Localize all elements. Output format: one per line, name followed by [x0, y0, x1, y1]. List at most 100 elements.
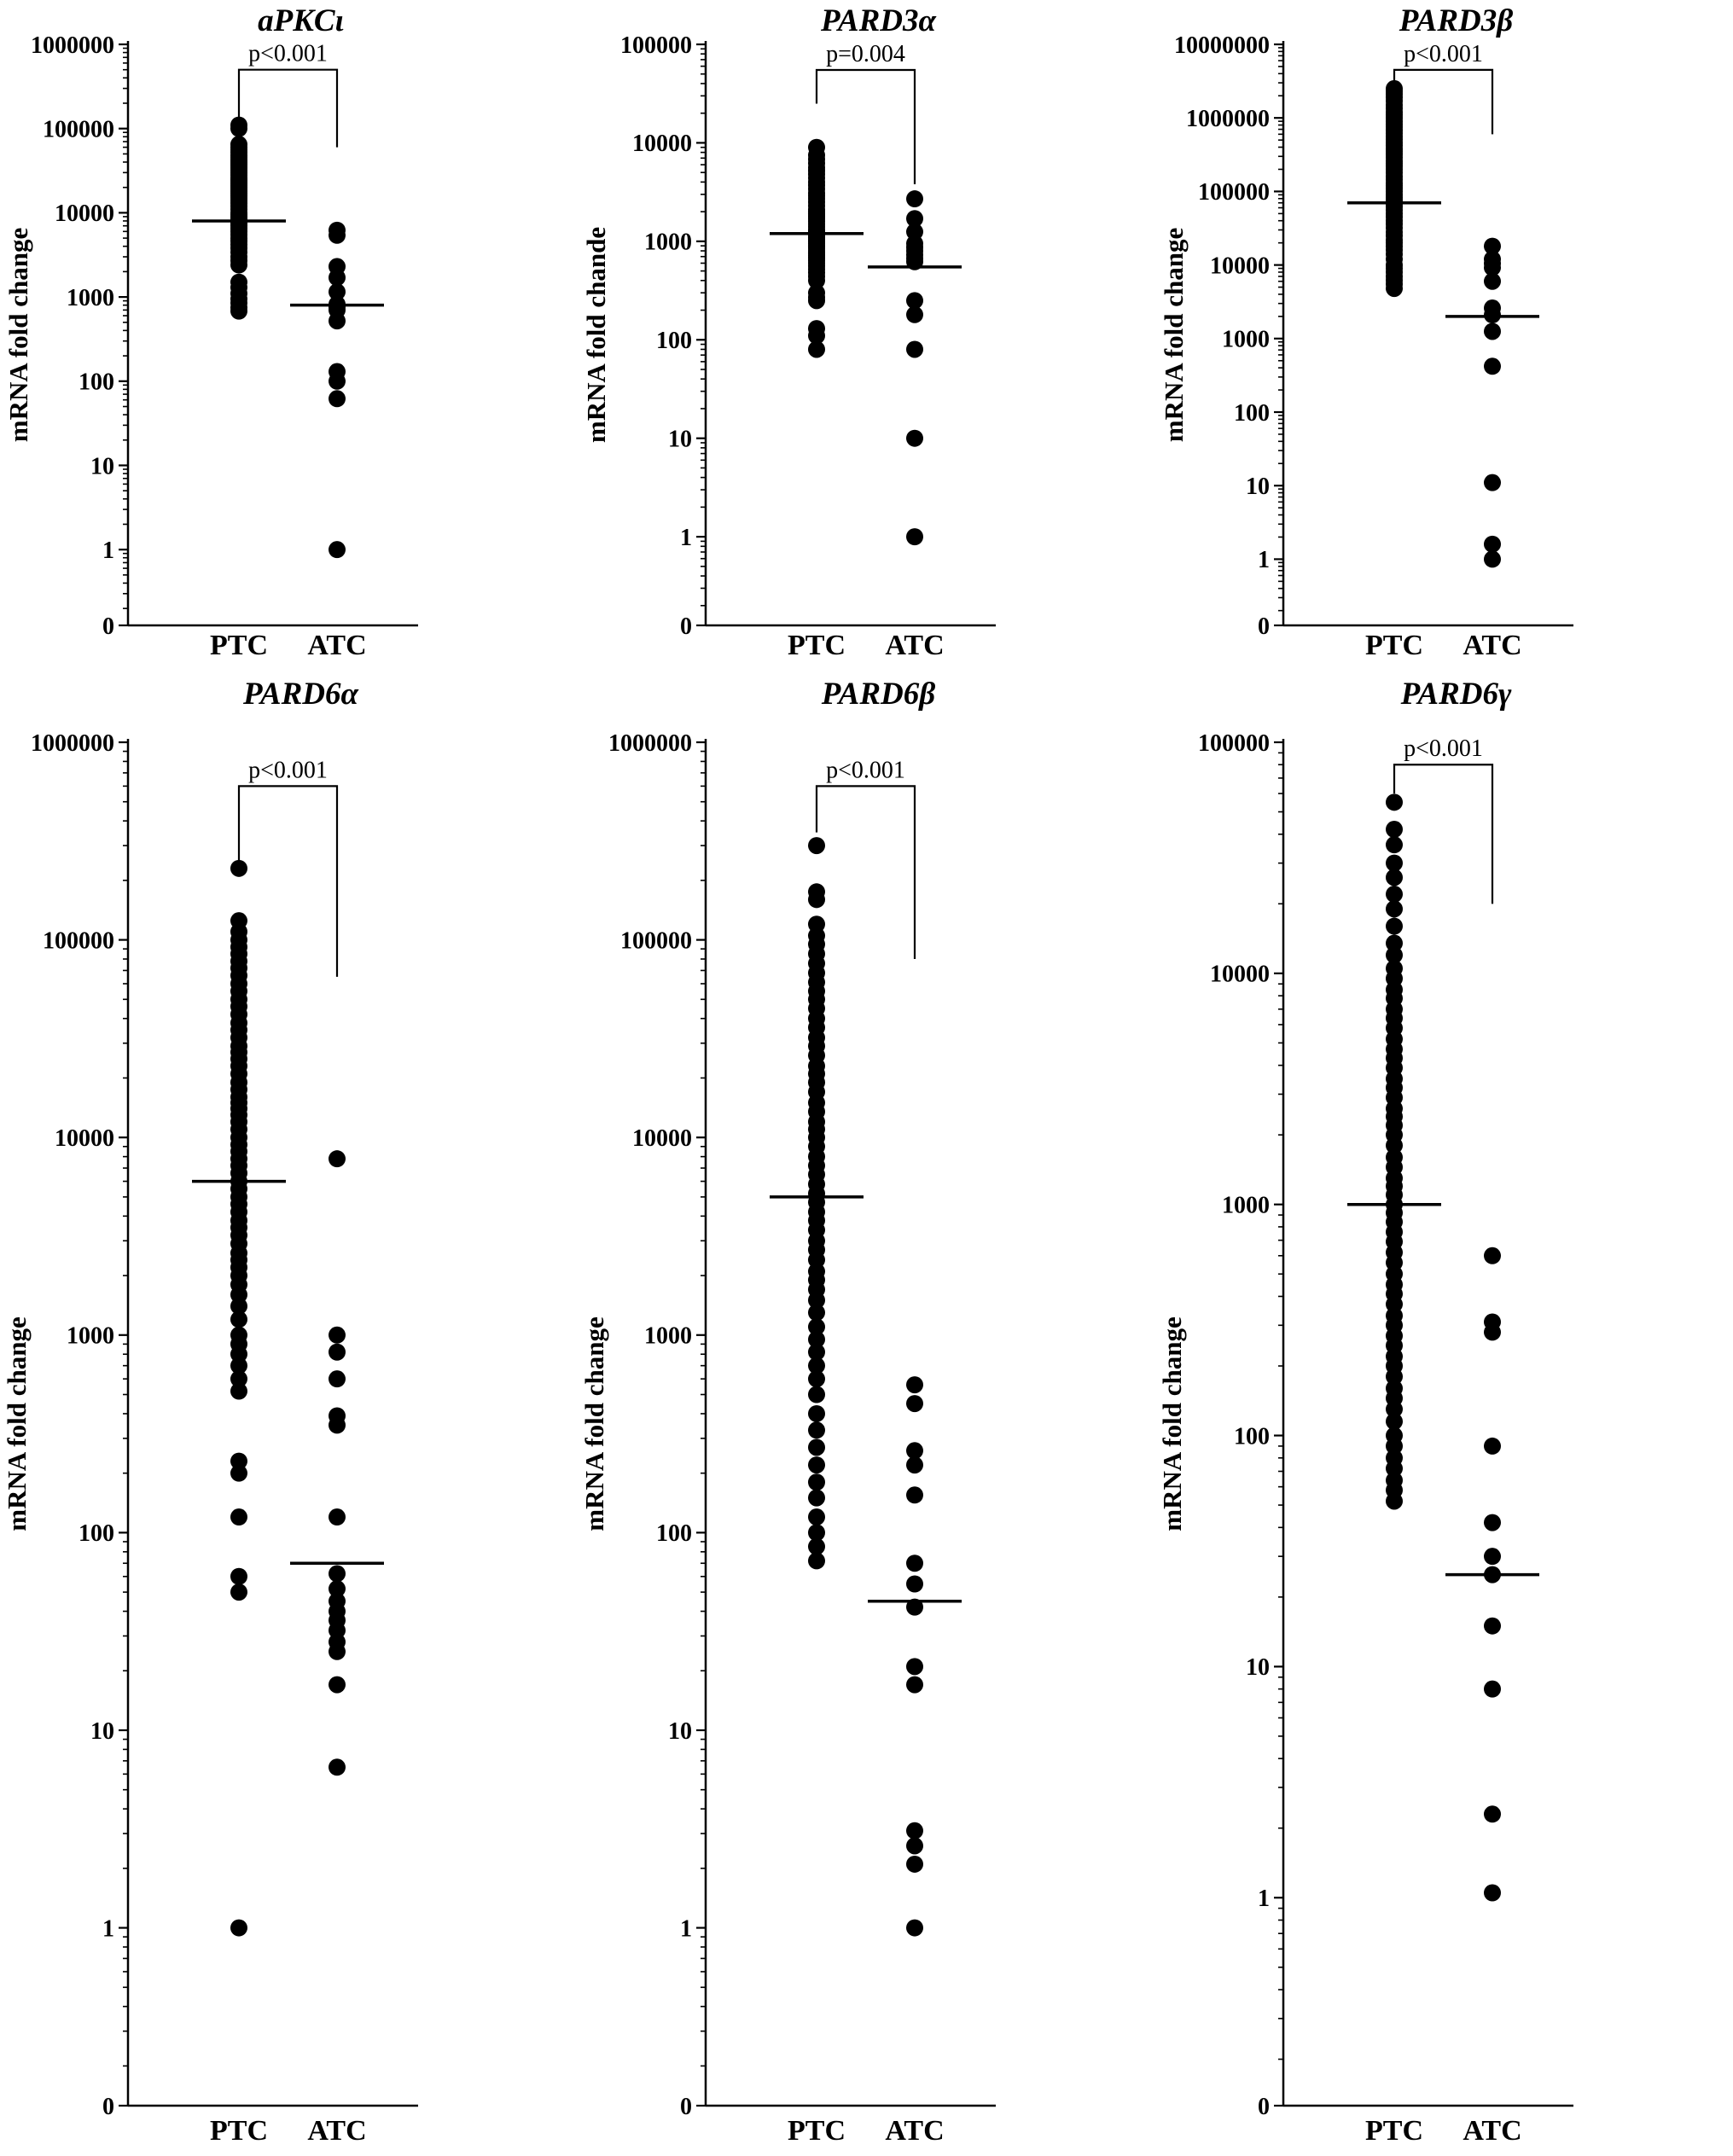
data-point: [906, 1395, 923, 1413]
data-point: [1484, 272, 1501, 290]
data-point: [230, 119, 247, 137]
data-point: [808, 1524, 825, 1542]
y-tick-label: 10: [90, 1718, 114, 1745]
data-point: [230, 859, 247, 877]
y-tick-label: 1000000: [31, 32, 114, 59]
category-label: ATC: [1463, 2115, 1521, 2147]
y-tick-label: 10000: [632, 131, 692, 157]
data-point: [1386, 1400, 1403, 1418]
data-point: [906, 1822, 923, 1839]
data-point: [808, 1404, 825, 1422]
data-point: [1484, 259, 1501, 276]
data-point: [329, 1508, 346, 1526]
category-label: ATC: [1463, 630, 1521, 661]
data-point: [808, 1386, 825, 1403]
data-point: [1386, 1368, 1403, 1386]
data-point: [230, 1508, 247, 1526]
data-point: [1386, 854, 1403, 872]
data-point: [906, 1456, 923, 1474]
data-point: [808, 292, 825, 310]
y-tick-label: 1000: [644, 230, 692, 256]
data-point: [808, 1508, 825, 1526]
data-point: [230, 302, 247, 320]
data-point: [230, 1919, 247, 1937]
data-point: [1386, 1136, 1403, 1154]
data-point: [906, 1837, 923, 1855]
category-label: PTC: [788, 630, 846, 661]
y-tick-label: 100000: [43, 927, 114, 954]
y-tick-label: 100000: [1198, 179, 1270, 206]
significance-bracket: [1393, 764, 1494, 904]
data-point: [808, 1343, 825, 1361]
data-point: [808, 1438, 825, 1456]
data-point: [906, 223, 923, 241]
data-point: [1484, 474, 1501, 491]
y-tick-label: 1: [1258, 1886, 1270, 1912]
data-point: [808, 1552, 825, 1570]
y-tick-label: 1: [1258, 547, 1270, 573]
panel-pard3b: PARD3β 10000000 1000000 100000 10000 1000 100 1…: [1155, 0, 1733, 661]
y-tick-label: 10: [1246, 474, 1270, 500]
data-point: [1386, 886, 1403, 904]
y-tick-label: 1000: [644, 1323, 692, 1350]
y-tick-label: 100000: [43, 116, 114, 142]
data-point: [808, 1292, 825, 1310]
data-point: [1484, 1548, 1501, 1566]
chart-title: PARD6γ: [1400, 677, 1512, 712]
data-point: [329, 1343, 346, 1361]
data-point: [1386, 821, 1403, 839]
y-tick-label: 10: [1246, 1654, 1270, 1681]
data-point: [906, 1919, 923, 1937]
category-label: PTC: [1365, 2115, 1423, 2147]
data-point: [329, 1565, 346, 1583]
y-tick-label: 0: [1258, 613, 1270, 640]
data-point: [1386, 917, 1403, 935]
chart-title: PARD3β: [1399, 3, 1513, 38]
data-point: [1386, 946, 1403, 964]
data-point: [906, 1486, 923, 1504]
category-label: PTC: [788, 2115, 846, 2147]
significance-bracket: [1393, 68, 1494, 135]
category-label: PTC: [1365, 630, 1423, 661]
data-point: [329, 1326, 346, 1344]
data-point: [808, 837, 825, 855]
data-point: [808, 1370, 825, 1388]
data-point: [329, 283, 346, 301]
chart-pard6-alpha: PARD6α10000001000001000010001001010mRNA …: [2, 677, 418, 2147]
data-point: [230, 256, 247, 274]
data-point: [1386, 793, 1403, 811]
p-value-label: p<0.001: [1404, 41, 1483, 67]
data-point: [230, 1370, 247, 1388]
category-label: PTC: [210, 630, 268, 661]
y-tick-label: 100000: [1198, 730, 1270, 757]
data-point: [906, 1598, 923, 1616]
panel-pard6g: PARD6γ 100000 10000 1000 100 10 1 0 mRNA fold ch…: [1155, 661, 1733, 2154]
data-point: [808, 1330, 825, 1348]
y-tick-label: 0: [680, 613, 692, 640]
y-tick-label: 10000000: [1174, 32, 1270, 59]
data-point: [1484, 1247, 1501, 1264]
y-axis-title: mRNA fold change: [2, 1316, 32, 1531]
chart-row-bottom: PARD6α 1000000 100000 10000 1000 100 10 1 0 mRNA …: [0, 661, 1733, 2154]
category-label: PTC: [210, 2115, 268, 2147]
data-point: [808, 891, 825, 909]
y-axis-title: mRNA fold change: [1157, 1316, 1187, 1531]
y-tick-label: 10000: [55, 1125, 114, 1152]
data-point: [1386, 900, 1403, 918]
y-tick-label: 0: [102, 613, 114, 640]
data-point: [906, 528, 923, 546]
data-point: [230, 1357, 247, 1374]
y-tick-label: 100: [79, 1520, 114, 1547]
data-point: [1386, 1460, 1403, 1478]
y-tick-label: 10: [668, 426, 692, 452]
data-point: [906, 1676, 923, 1694]
data-point: [1484, 237, 1501, 255]
data-point: [1386, 869, 1403, 886]
data-point: [230, 1584, 247, 1601]
data-point: [1386, 1437, 1403, 1455]
y-tick-label: 10000: [55, 200, 114, 227]
data-point: [906, 210, 923, 228]
data-point: [808, 1304, 825, 1322]
